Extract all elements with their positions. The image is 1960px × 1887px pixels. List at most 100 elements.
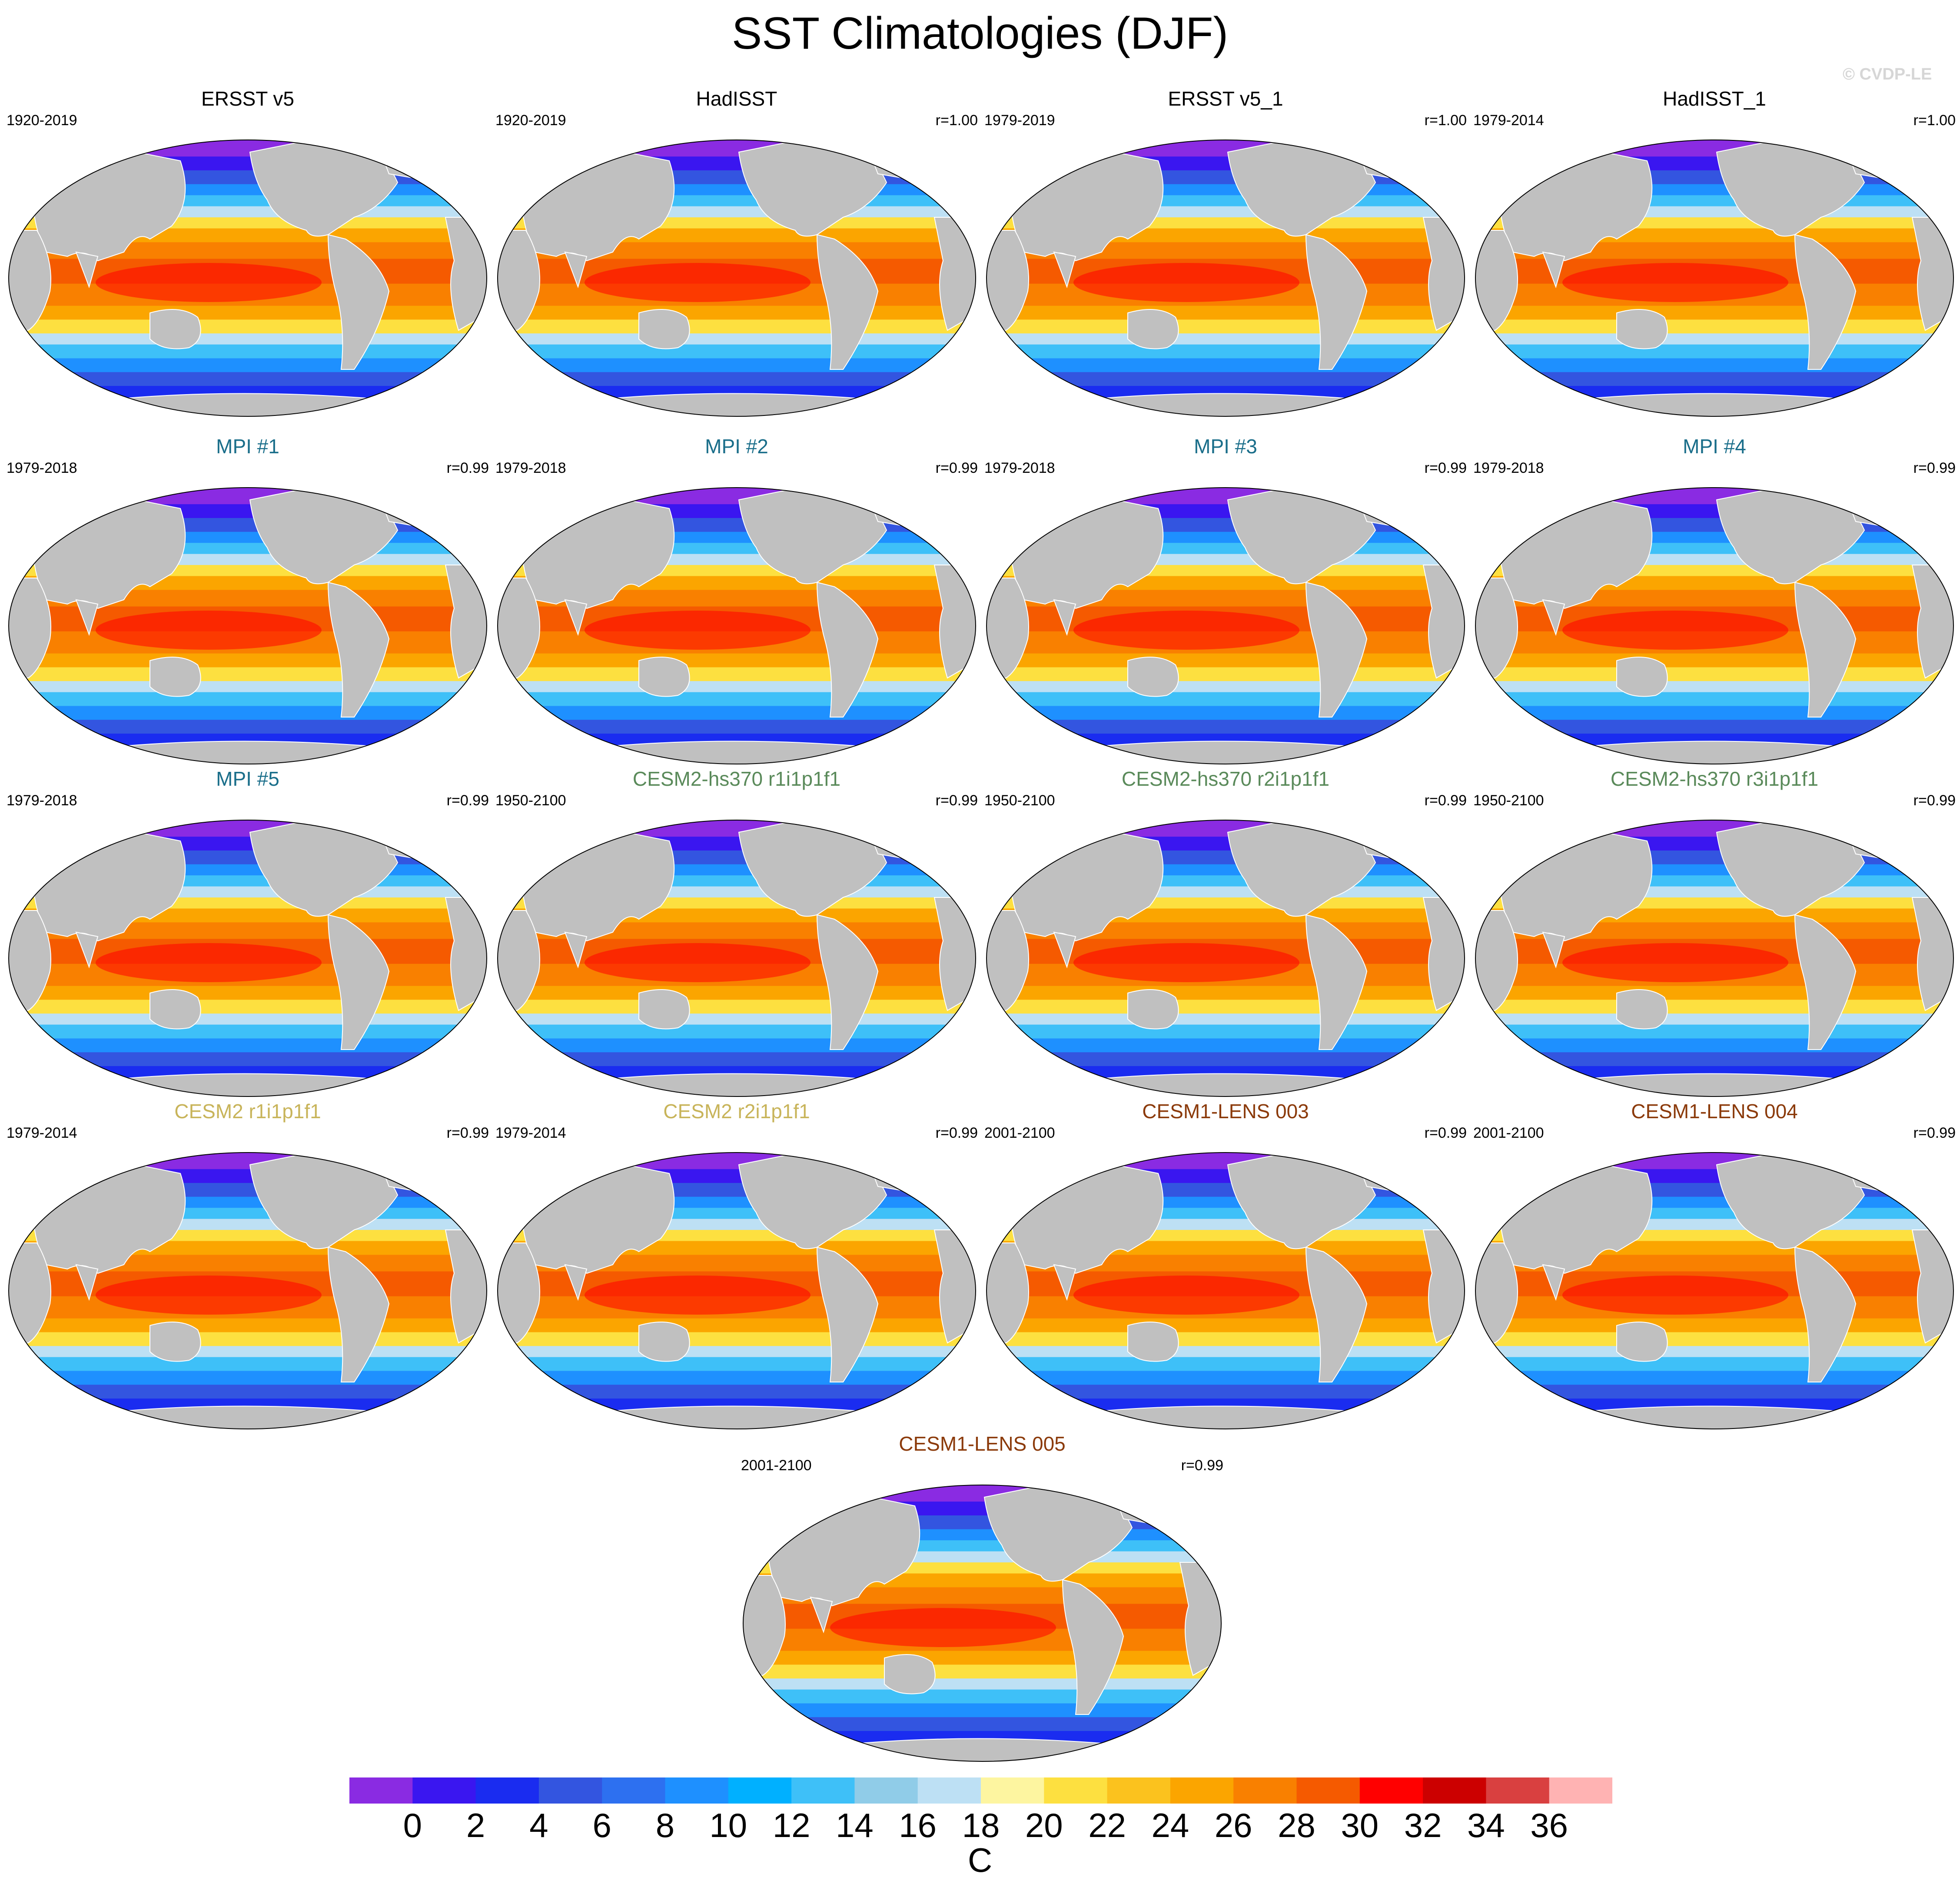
sst-band xyxy=(9,358,487,373)
panel-correlation: r=0.99 xyxy=(1424,460,1467,476)
sst-band xyxy=(498,344,976,359)
sst-band xyxy=(1475,319,1953,334)
colorbar-tick-label: 22 xyxy=(1088,1806,1126,1844)
panel-period: 1979-2018 xyxy=(7,460,77,476)
sst-band xyxy=(498,1346,976,1358)
landmass xyxy=(1911,1229,1953,1344)
landmass xyxy=(933,897,976,1011)
sst-band xyxy=(9,720,487,734)
warm-pool xyxy=(1562,943,1788,982)
map-outline xyxy=(8,1152,487,1429)
panel-title: MPI #4 xyxy=(1683,435,1746,458)
sst-band xyxy=(987,156,1465,171)
sst-band xyxy=(498,333,976,345)
map-outline xyxy=(1475,820,1954,1097)
colorbar-swatch xyxy=(602,1777,665,1804)
landmass xyxy=(9,230,51,331)
landmass xyxy=(638,657,690,697)
sst-band xyxy=(1475,1346,1953,1358)
sst-band xyxy=(1475,986,1953,1000)
map-outline xyxy=(497,820,976,1097)
landmass xyxy=(1084,1405,1376,1429)
sst-band xyxy=(1475,1357,1953,1372)
panel-title: MPI #2 xyxy=(705,435,768,458)
warm-pool xyxy=(585,1276,811,1315)
sst-band xyxy=(9,488,487,505)
sst-band xyxy=(987,706,1465,721)
landmass xyxy=(106,741,398,764)
landmass xyxy=(1422,1229,1465,1344)
sst-band xyxy=(743,1485,1221,1502)
colorbar-tick-label: 0 xyxy=(403,1806,422,1844)
panel-correlation: r=0.99 xyxy=(1913,1125,1956,1141)
landmass xyxy=(498,578,540,678)
sst-band xyxy=(498,504,976,518)
sst-band xyxy=(9,1346,487,1358)
landmass xyxy=(625,820,852,821)
landmass xyxy=(498,230,540,331)
landmass xyxy=(1127,657,1179,697)
panel-correlation: r=0.99 xyxy=(446,1125,489,1141)
map-outline xyxy=(986,140,1465,417)
landmass xyxy=(1573,1405,1865,1429)
landmass xyxy=(1475,1242,1518,1343)
map-outline xyxy=(986,487,1465,764)
sst-band xyxy=(9,1385,487,1399)
landmass xyxy=(1911,565,1953,679)
landmass xyxy=(595,741,887,764)
sst-map xyxy=(497,820,976,1097)
colorbar-swatch xyxy=(854,1777,918,1804)
panel-title: HadISST xyxy=(696,87,777,110)
sst-map xyxy=(986,1152,1465,1429)
landmass xyxy=(564,1264,588,1301)
panel-correlation: r=0.99 xyxy=(1424,1125,1467,1141)
landmass xyxy=(498,1242,540,1343)
sst-band xyxy=(9,504,487,518)
colorbar-swatch xyxy=(917,1777,981,1804)
landmass xyxy=(816,914,879,1050)
sst-band xyxy=(9,1153,487,1170)
sst-band xyxy=(1475,1371,1953,1385)
landmass xyxy=(1573,1073,1865,1096)
sst-band xyxy=(743,1502,1221,1516)
colorbar-swatch xyxy=(412,1777,476,1804)
sst-band xyxy=(1475,837,1953,851)
sst-band xyxy=(987,140,1465,157)
landmass xyxy=(1794,1246,1857,1382)
panel-title: CESM2-hs370 r1i1p1f1 xyxy=(632,767,841,790)
warm-pool xyxy=(96,611,322,650)
colorbar-swatch xyxy=(1549,1777,1612,1804)
sst-band xyxy=(498,1038,976,1053)
landmass xyxy=(75,931,99,969)
sst-band xyxy=(987,1318,1465,1333)
warm-pool xyxy=(1073,1276,1299,1315)
sst-band xyxy=(1475,1013,1953,1025)
sst-band xyxy=(9,1318,487,1333)
sst-map xyxy=(8,1152,487,1429)
sst-band xyxy=(498,1318,976,1333)
panel-correlation: r=0.99 xyxy=(1913,460,1956,476)
landmass xyxy=(75,251,99,289)
warm-pool xyxy=(96,943,322,982)
landmass xyxy=(498,910,540,1011)
panel-period: 2001-2100 xyxy=(1473,1125,1544,1141)
landmass xyxy=(1475,230,1518,331)
landmass xyxy=(638,1322,690,1362)
sst-band xyxy=(498,358,976,373)
landmass xyxy=(327,581,390,718)
panel-title: MPI #3 xyxy=(1194,435,1257,458)
warm-pool xyxy=(1073,943,1299,982)
landmass xyxy=(445,1229,487,1344)
panel-period: 1979-2014 xyxy=(1473,112,1544,129)
sst-band xyxy=(987,358,1465,373)
landmass xyxy=(626,478,852,488)
map-panel: ERSST v5 1920-2019 xyxy=(7,87,489,417)
sst-band xyxy=(987,1371,1465,1385)
landmass xyxy=(1616,1322,1668,1362)
landmass xyxy=(137,130,363,140)
sst-band xyxy=(498,837,976,851)
sst-band xyxy=(9,1024,487,1039)
sst-map xyxy=(1475,820,1954,1097)
landmass xyxy=(1053,251,1076,289)
map-panel: ERSST v5_1 1979-2019 r=1.00 xyxy=(984,87,1467,417)
